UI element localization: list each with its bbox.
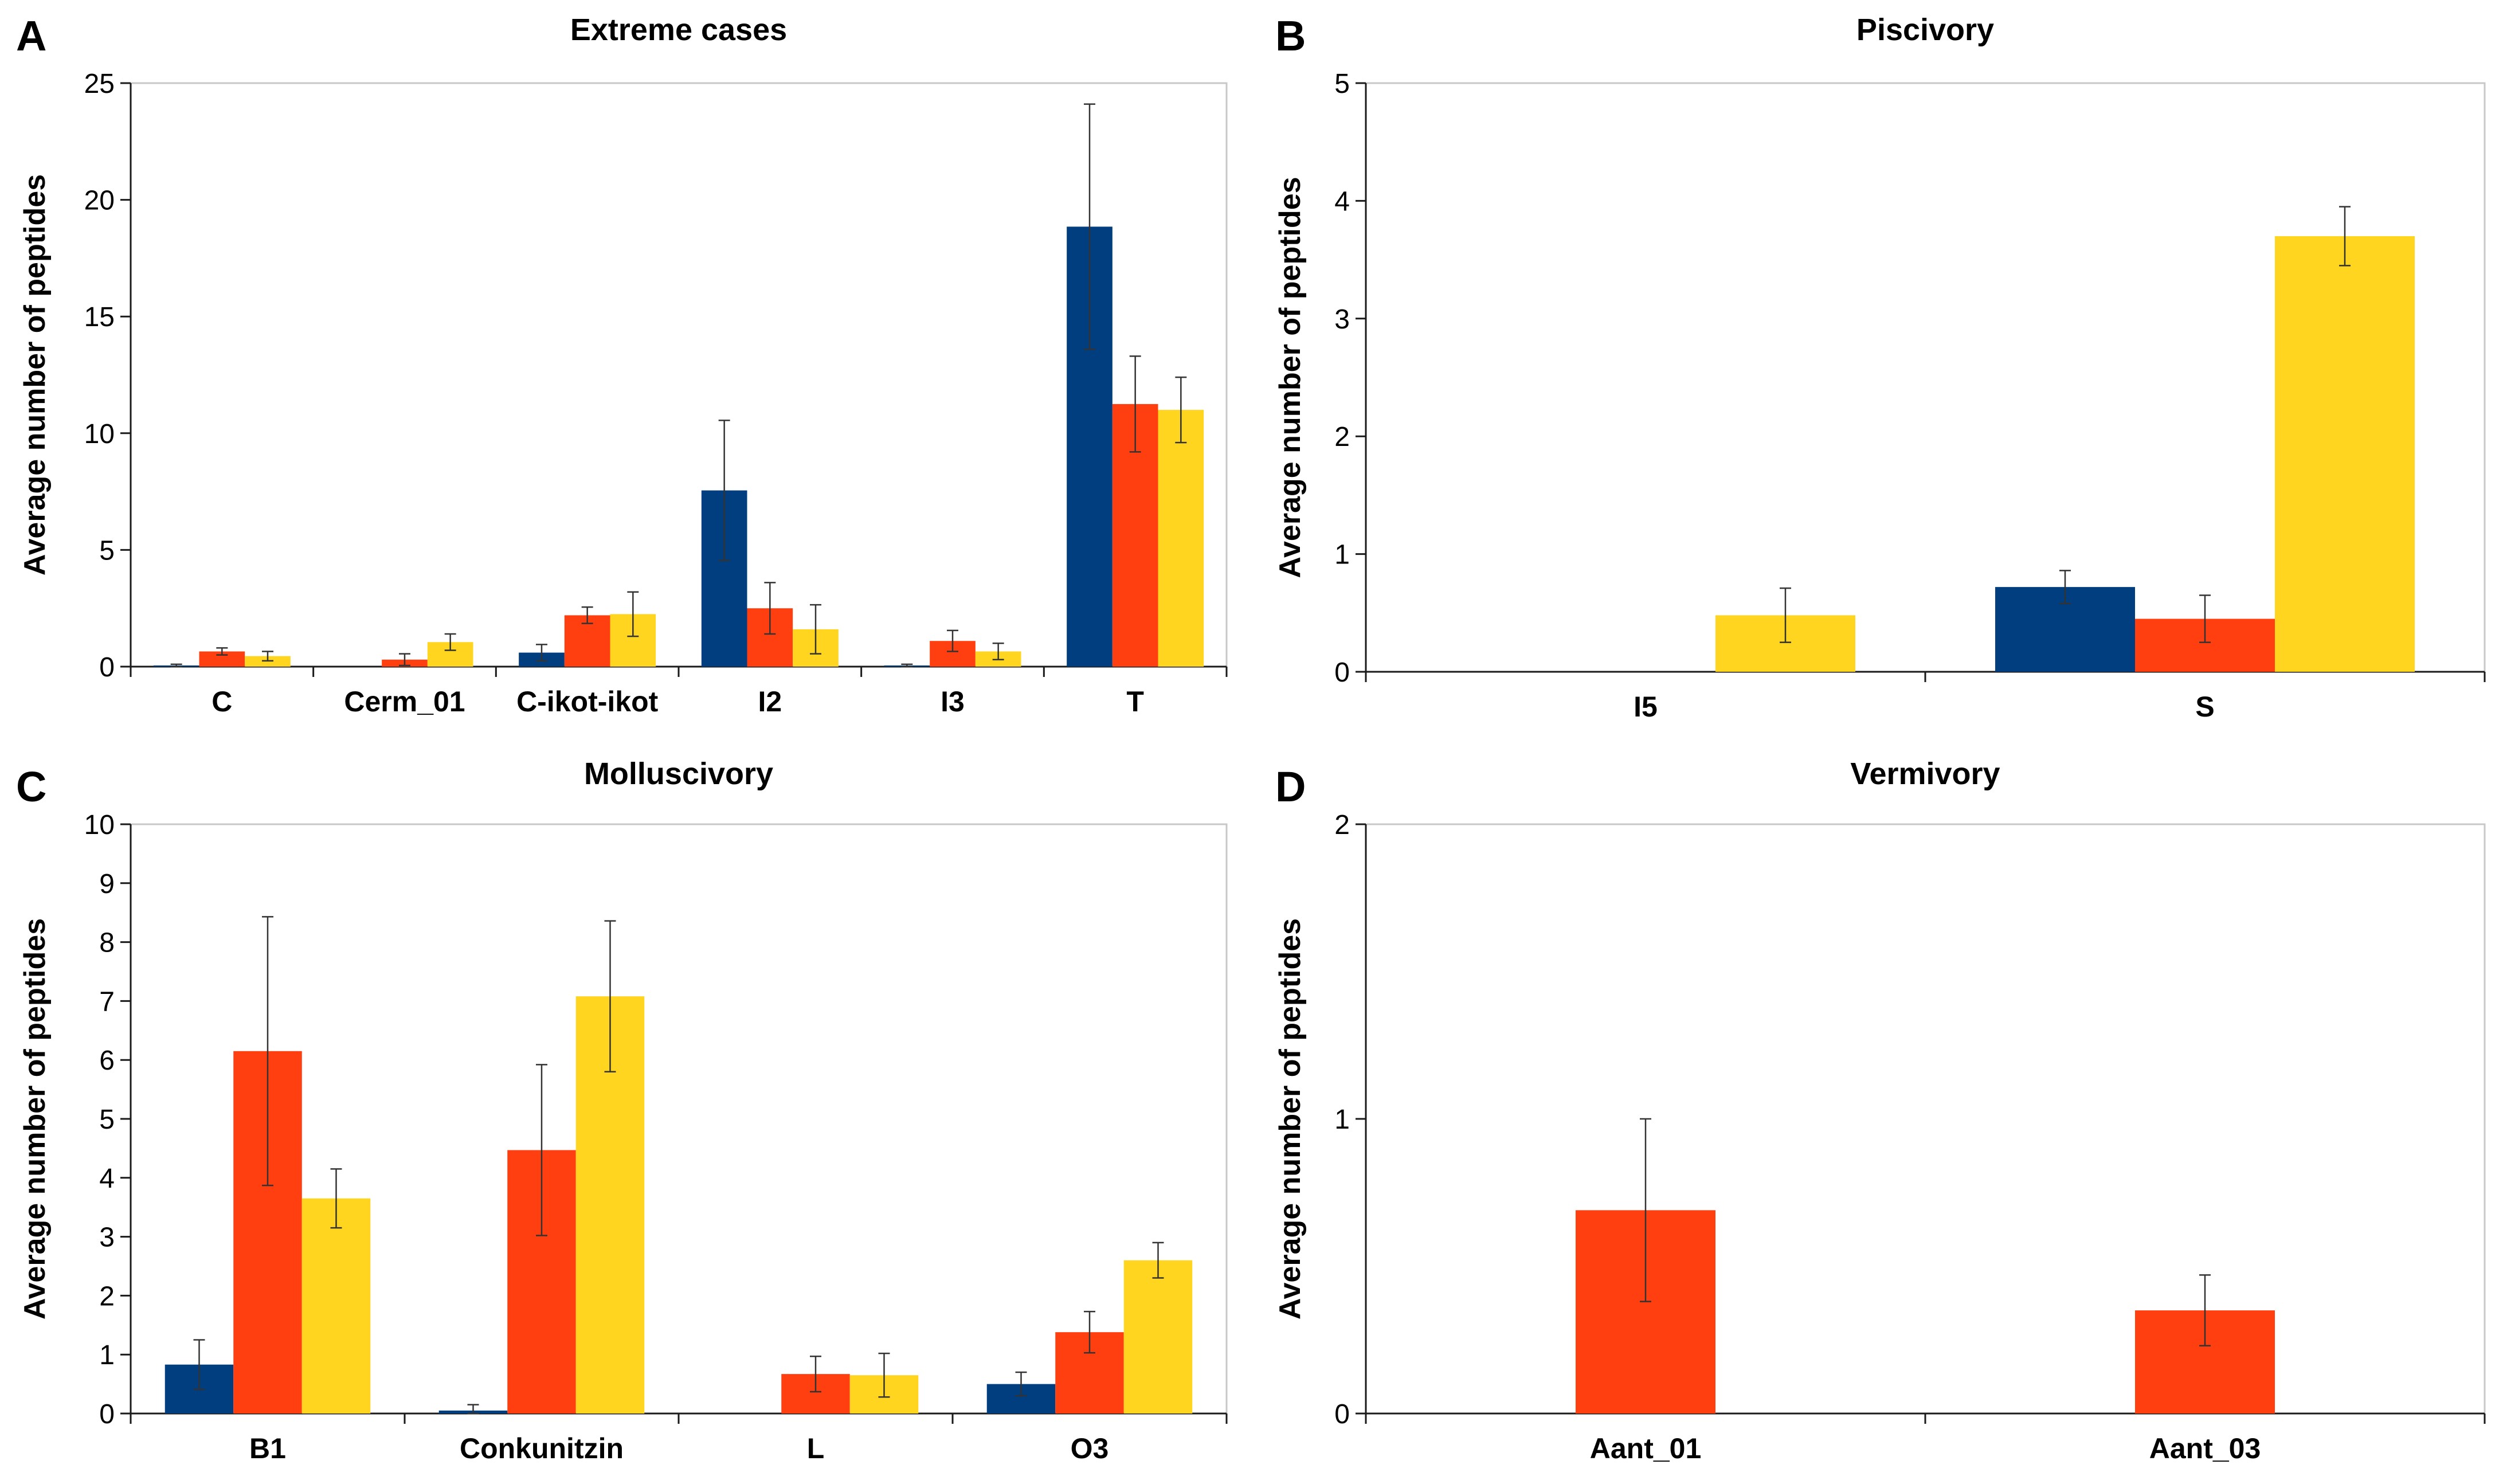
- y-tick-label: 10: [84, 810, 115, 840]
- panel-letter: A: [16, 12, 46, 60]
- x-category-label: C: [211, 686, 232, 718]
- x-category-label: I3: [941, 686, 965, 718]
- chart-panel-b: B Piscivory 0 1 2 3 4 5 Average number of peptid…: [1274, 12, 2486, 723]
- y-tick-label: 9: [99, 869, 115, 899]
- y-tick-label: 5: [1334, 69, 1350, 99]
- y-tick-label: 8: [99, 928, 115, 958]
- chart-panel-c: C Molluscivory 0 1 2 3 4 5 6 7 8 9 10 Average number …: [16, 757, 1228, 1465]
- y-tick-label: 6: [99, 1046, 115, 1076]
- y-tick-label: 4: [1334, 186, 1350, 217]
- y-tick-label: 0: [99, 1399, 115, 1430]
- y-tick-label: 3: [99, 1223, 115, 1253]
- panel-letter: D: [1275, 763, 1306, 810]
- y-tick-label: 7: [99, 986, 115, 1017]
- x-category-label: B1: [249, 1432, 286, 1465]
- plot-frame: [1365, 823, 2486, 1415]
- y-tick-label: 15: [84, 302, 115, 332]
- y-tick-label: 0: [1334, 657, 1350, 688]
- plot-frame: [130, 82, 1228, 668]
- y-tick-label: 2: [1334, 810, 1350, 840]
- y-axis-title: Average number of peptides: [1274, 177, 1307, 578]
- bar-series-3-t: [1158, 410, 1204, 667]
- chart-title: Vermivory: [1850, 757, 2000, 791]
- y-tick-label: 5: [99, 535, 115, 566]
- y-tick-label: 2: [1334, 422, 1350, 452]
- chart-title: Molluscivory: [584, 757, 773, 791]
- x-category-label: Cerm_01: [344, 686, 465, 718]
- y-tick-label: 3: [1334, 304, 1350, 335]
- y-axis-title: Average number of peptides: [18, 918, 52, 1319]
- y-axis-title: Average number of peptides: [1274, 918, 1307, 1319]
- y-tick-label: 10: [84, 419, 115, 449]
- y-tick-label: 1: [99, 1340, 115, 1371]
- bar-series-3-o3: [1123, 1260, 1193, 1413]
- y-tick-label: 4: [99, 1164, 115, 1194]
- x-category-label: T: [1126, 686, 1144, 718]
- panel-letter: B: [1275, 12, 1306, 60]
- x-category-label: I5: [1634, 691, 1658, 723]
- chart-panel-d: D Vermivory 0 1 2 Average number of peptides A…: [1274, 757, 2486, 1465]
- x-category-label: C-ikot-ikot: [516, 686, 659, 718]
- y-tick-label: 0: [99, 652, 115, 683]
- y-tick-label: 25: [84, 69, 115, 99]
- panel-letter: C: [16, 763, 46, 810]
- chart-panel-a: A Extreme cases 0 5 10 15 20 25 Average number o…: [16, 12, 1228, 718]
- y-tick-label: 5: [99, 1105, 115, 1135]
- y-tick-label: 1: [1334, 540, 1350, 570]
- y-tick-label: 2: [99, 1281, 115, 1311]
- y-tick-label: 20: [84, 186, 115, 216]
- x-category-label: S: [2195, 691, 2214, 723]
- y-tick-label: 0: [1334, 1399, 1350, 1430]
- y-axis-title: Average number of peptides: [18, 174, 52, 575]
- x-category-label: Aant_01: [1590, 1432, 1702, 1465]
- bar-series-3-s: [2275, 236, 2415, 672]
- x-category-label: Conkunitzin: [460, 1432, 624, 1465]
- x-category-label: O3: [1071, 1432, 1109, 1465]
- x-category-label: L: [807, 1432, 825, 1465]
- chart-title: Piscivory: [1856, 13, 1994, 47]
- chart-title: Extreme cases: [570, 13, 787, 47]
- y-tick-label: 1: [1334, 1105, 1350, 1135]
- x-category-label: Aant_03: [2149, 1432, 2261, 1465]
- x-category-label: I2: [758, 686, 782, 718]
- bar-series-3-b1: [301, 1198, 371, 1413]
